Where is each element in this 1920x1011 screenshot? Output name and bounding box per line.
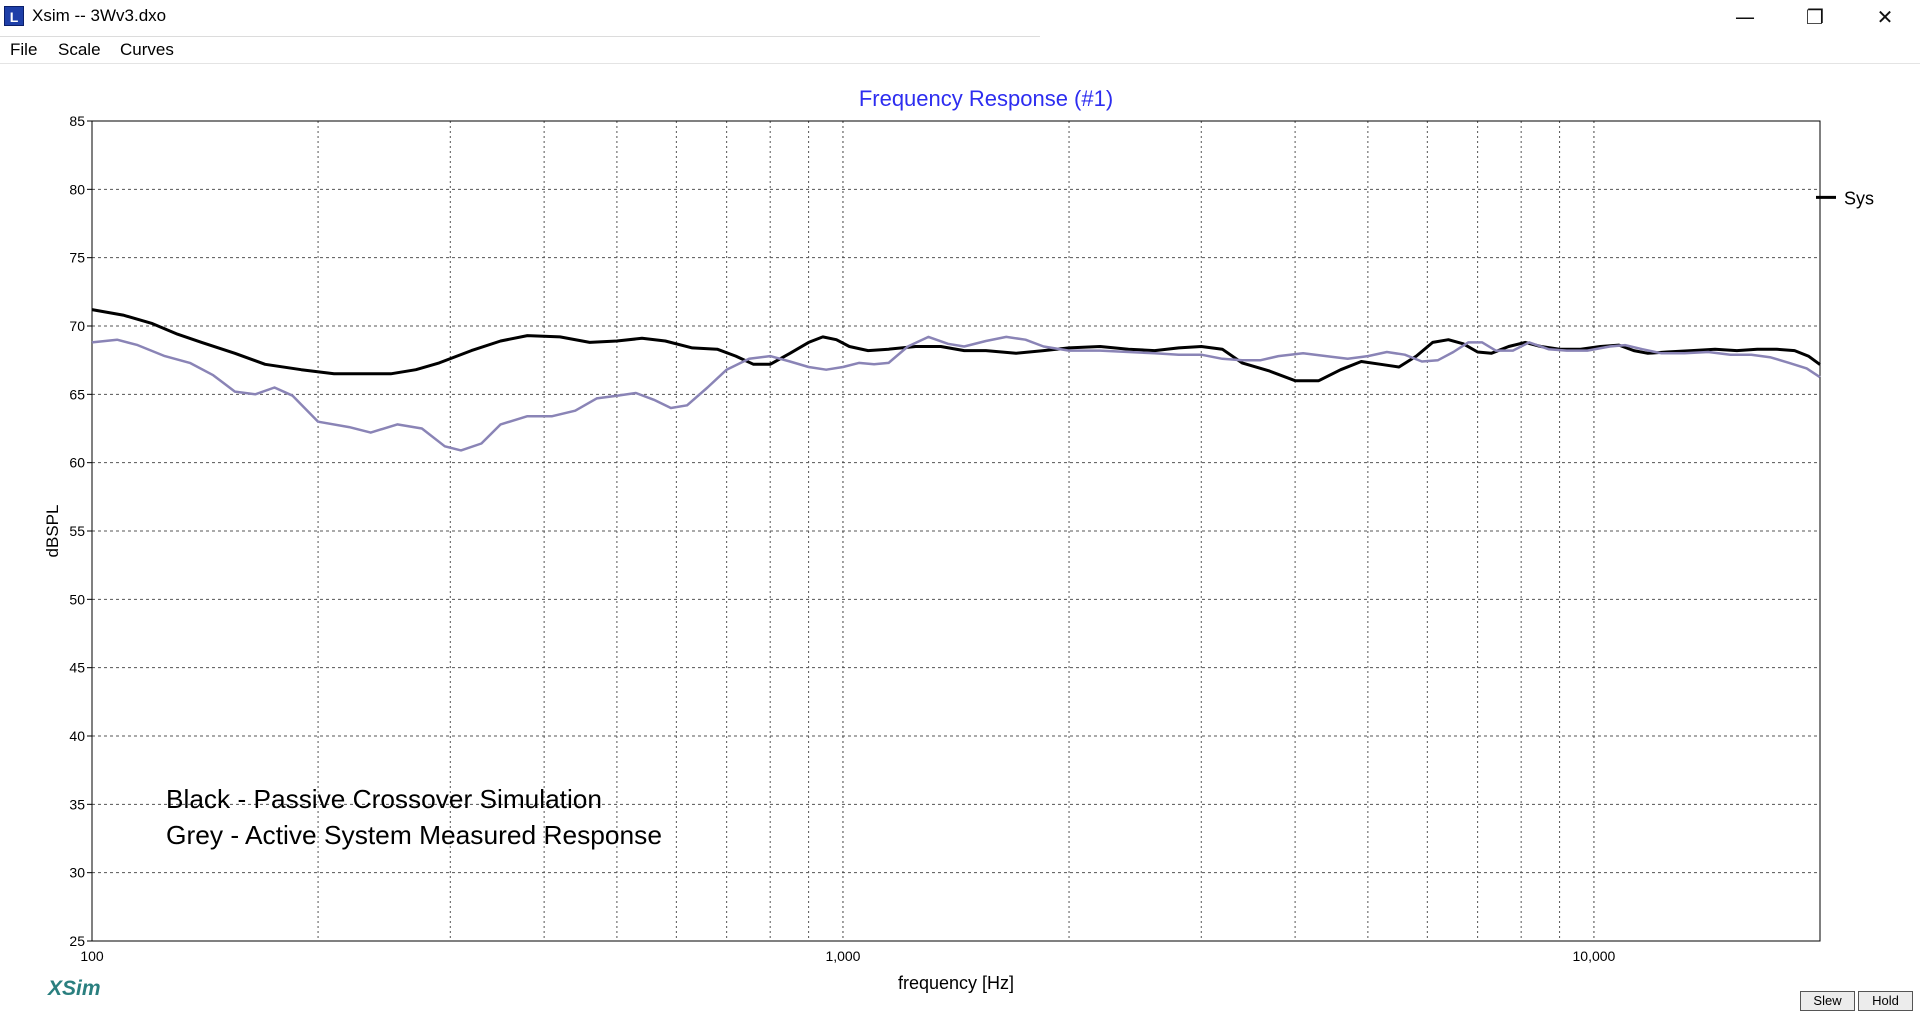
y-tick-label: 35 <box>69 796 85 812</box>
annotation-0: Black - Passive Crossover Simulation <box>166 784 602 814</box>
menu-file[interactable]: File <box>10 40 38 59</box>
y-tick-label: 30 <box>69 865 85 881</box>
y-tick-label: 75 <box>69 250 85 266</box>
slew-button[interactable]: Slew <box>1800 991 1855 1011</box>
chart-area: 25 30 35 40 45 50 55 60 65 70 75 80 85 100 1,000 10,000… <box>0 63 1920 1005</box>
x-tick-label: 1,000 <box>825 948 860 964</box>
menu-bar: File Scale Curves <box>0 36 1040 63</box>
menu-scale[interactable]: Scale <box>58 40 101 59</box>
y-tick-label: 40 <box>69 728 85 744</box>
y-tick-label: 80 <box>69 181 85 197</box>
y-tick-label: 45 <box>69 660 85 676</box>
close-icon[interactable]: ✕ <box>1876 5 1894 29</box>
x-axis-label: frequency [Hz] <box>898 973 1014 993</box>
xsim-app-icon[interactable]: L <box>4 6 24 26</box>
y-tick-label: 55 <box>69 523 85 539</box>
y-tick-label: 25 <box>69 933 85 949</box>
window-title: Xsim -- 3Wv3.dxo <box>32 6 167 25</box>
y-tick-label: 65 <box>69 386 85 402</box>
menu-curves[interactable]: Curves <box>120 40 174 59</box>
hold-button[interactable]: Hold <box>1858 991 1913 1011</box>
series-line-1 <box>91 335 1821 452</box>
y-tick-label: 70 <box>69 318 85 334</box>
plot-frame <box>91 120 1821 942</box>
annotation-1: Grey - Active System Measured Response <box>166 820 662 850</box>
restore-icon[interactable]: ❐ <box>1806 5 1824 29</box>
legend-label: Sys <box>1844 188 1874 208</box>
y-axis-label: dBSPL <box>43 505 62 558</box>
minimize-icon[interactable]: — <box>1735 5 1755 29</box>
xsim-logo: XSim <box>48 977 101 1000</box>
y-tick-label: 50 <box>69 591 85 607</box>
frequency-response-chart: 25 30 35 40 45 50 55 60 65 70 75 80 85 100 1,000 10,000… <box>43 86 1874 993</box>
y-tick-label: 60 <box>69 455 85 471</box>
chart-title: Frequency Response (#1) <box>859 86 1113 111</box>
y-tick-label: 85 <box>69 113 85 129</box>
title-bar: L Xsim -- 3Wv3.dxo — ❐ ✕ <box>0 0 1920 36</box>
x-tick-label: 10,000 <box>1573 948 1616 964</box>
x-tick-label: 100 <box>80 948 104 964</box>
